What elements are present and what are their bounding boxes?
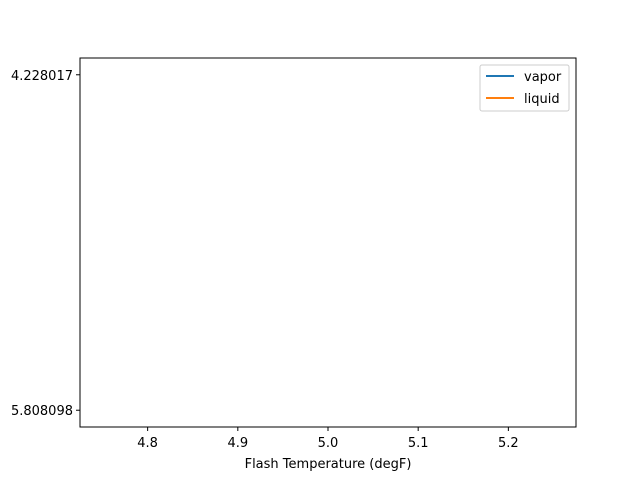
x-tick-label: 4.9 <box>227 436 248 451</box>
y-axis-ticks: 4.228017 5.808098 <box>11 69 80 419</box>
x-tick-label: 5.2 <box>498 436 519 451</box>
y-tick-label: 5.808098 <box>11 404 73 419</box>
plot-area <box>79 57 577 428</box>
x-axis-label: Flash Temperature (degF) <box>245 457 412 472</box>
legend-label-liquid: liquid <box>524 92 560 107</box>
legend: vapor liquid <box>479 64 570 112</box>
legend-label-vapor: vapor <box>524 70 562 85</box>
x-tick-label: 5.0 <box>318 436 339 451</box>
x-tick-label: 5.1 <box>408 436 429 451</box>
x-tick-label: 4.8 <box>137 436 158 451</box>
x-axis-ticks: 4.8 4.9 5.0 5.1 5.2 <box>137 427 519 451</box>
y-tick-label: 4.228017 <box>11 69 73 84</box>
